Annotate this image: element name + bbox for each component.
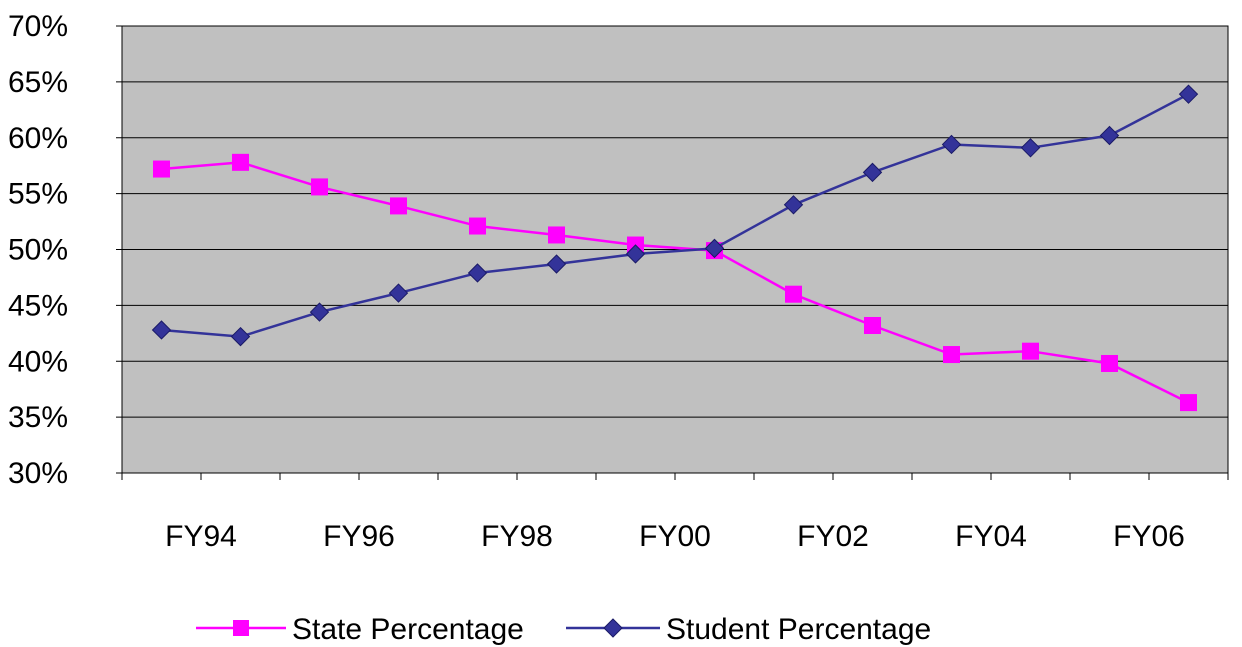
data-point-square xyxy=(864,316,881,334)
legend-item-state-percentage: State Percentage xyxy=(196,613,524,646)
data-point-square xyxy=(390,197,407,215)
data-point-square xyxy=(311,178,328,196)
gridlines xyxy=(122,81,1228,418)
x-tick-label: FY00 xyxy=(639,520,711,553)
data-point-square xyxy=(469,217,486,235)
y-tick-label: 30% xyxy=(8,457,68,490)
data-point-square xyxy=(943,346,960,364)
series-state-percentage xyxy=(153,153,1197,412)
y-axis: 30% 35% 40% 45% 50% 55% 60% 65% 70% xyxy=(8,10,122,490)
legend-item-student-percentage: Student Percentage xyxy=(566,613,931,646)
legend: State Percentage Student Percentage xyxy=(196,613,931,646)
series-line xyxy=(161,93,1190,338)
data-point-square xyxy=(1180,394,1197,412)
series-student-percentage xyxy=(151,84,1199,347)
data-point-diamond xyxy=(625,244,646,264)
data-point-diamond xyxy=(941,134,962,155)
data-point-diamond xyxy=(862,162,883,183)
x-tick-label: FY94 xyxy=(165,520,237,553)
data-point-diamond xyxy=(783,195,804,215)
y-tick-label: 35% xyxy=(8,401,68,434)
data-point-diamond xyxy=(1178,84,1199,104)
data-point-diamond xyxy=(546,254,567,274)
legend-marker-diamond xyxy=(603,618,623,638)
data-point-diamond xyxy=(467,263,488,283)
y-tick-label: 70% xyxy=(8,10,68,43)
x-axis: FY94 FY96 FY98 FY00 FY02 FY04 FY06 xyxy=(121,473,1229,553)
data-point-diamond xyxy=(388,283,409,303)
data-point-square xyxy=(1101,354,1118,372)
y-tick-label: 40% xyxy=(8,345,68,378)
data-point-square xyxy=(232,153,249,171)
x-tick-label: FY02 xyxy=(797,520,869,553)
data-point-diamond xyxy=(704,238,725,259)
series-line xyxy=(161,161,1190,404)
data-point-square xyxy=(548,226,565,244)
y-tick-label: 50% xyxy=(8,234,68,267)
x-tick-label: FY06 xyxy=(1113,520,1185,553)
data-point-diamond xyxy=(309,302,330,322)
data-point-square xyxy=(785,285,802,303)
series-layer xyxy=(151,84,1199,412)
data-point-square xyxy=(1022,342,1039,360)
legend-marker-square xyxy=(233,620,249,636)
data-point-diamond xyxy=(230,326,251,347)
y-tick-label: 65% xyxy=(8,66,68,99)
data-point-square xyxy=(153,160,170,178)
data-point-diamond xyxy=(1020,138,1041,158)
x-tick-label: FY98 xyxy=(481,520,553,553)
y-tick-label: 45% xyxy=(8,289,68,322)
x-tick-label: FY96 xyxy=(323,520,395,553)
legend-label: Student Percentage xyxy=(666,613,931,646)
y-tick-label: 60% xyxy=(8,122,68,155)
data-point-diamond xyxy=(1099,125,1120,146)
y-tick-label: 55% xyxy=(8,178,68,211)
legend-label: State Percentage xyxy=(292,613,524,646)
x-tick-label: FY04 xyxy=(955,520,1027,553)
data-point-diamond xyxy=(151,320,172,340)
